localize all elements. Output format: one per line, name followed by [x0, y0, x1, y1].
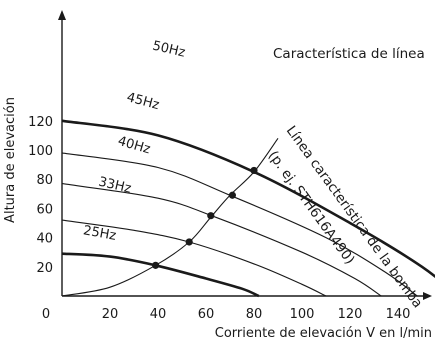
- y-tick-labels: 20 40 60 80 100 120: [28, 115, 53, 276]
- operating-points: [152, 166, 258, 269]
- x-tick-160: 160: [434, 307, 435, 322]
- curve-33hz: [61, 219, 327, 297]
- label-50hz: 50Hz: [151, 39, 187, 61]
- x-tick-100: 100: [290, 307, 315, 322]
- y-tick-40: 40: [36, 232, 53, 247]
- y-axis-arrow: [58, 10, 66, 20]
- x-tick-40: 40: [150, 307, 167, 322]
- operating-point-2: [185, 238, 193, 246]
- y-tick-120: 120: [28, 115, 53, 130]
- axes: [58, 10, 432, 300]
- label-45hz: 45Hz: [125, 90, 161, 113]
- x-tick-20: 20: [102, 307, 119, 322]
- curve-25hz: [61, 252, 260, 298]
- y-tick-80: 80: [36, 173, 53, 188]
- label-40hz: 40Hz: [116, 134, 152, 158]
- y-axis-title: Altura de elevación: [3, 97, 18, 223]
- frequency-labels: 50Hz 45Hz 40Hz 33Hz 25Hz: [82, 39, 187, 244]
- operating-point-4: [228, 191, 236, 199]
- x-tick-60: 60: [198, 307, 215, 322]
- x-tick-80: 80: [246, 307, 263, 322]
- pump-curve-label: Línea característica de la bomba: [283, 123, 426, 311]
- system-curve-label: Característica de línea: [273, 46, 425, 62]
- y-tick-60: 60: [36, 202, 53, 217]
- x-tick-140: 140: [386, 307, 411, 322]
- operating-point-3: [207, 212, 215, 220]
- x-axis-title: Corriente de elevación V en l/min: [215, 326, 432, 341]
- y-tick-100: 100: [28, 144, 53, 159]
- label-33hz: 33Hz: [97, 175, 133, 197]
- system-curve: [61, 137, 279, 297]
- operating-point-5: [250, 166, 258, 175]
- y-tick-20: 20: [36, 261, 53, 276]
- x-tick-120: 120: [338, 307, 363, 322]
- x-tick-0: 0: [42, 307, 50, 322]
- curve-40hz: [61, 183, 382, 297]
- x-axis-arrow: [423, 292, 432, 300]
- pump-curves: [61, 119, 435, 298]
- curve-45hz: [61, 152, 418, 297]
- curve-50hz: [61, 119, 435, 278]
- x-tick-labels: 0 20 40 60 80 100 120 140 160: [42, 307, 435, 322]
- label-25hz: 25Hz: [82, 223, 117, 244]
- operating-point-1: [152, 261, 160, 269]
